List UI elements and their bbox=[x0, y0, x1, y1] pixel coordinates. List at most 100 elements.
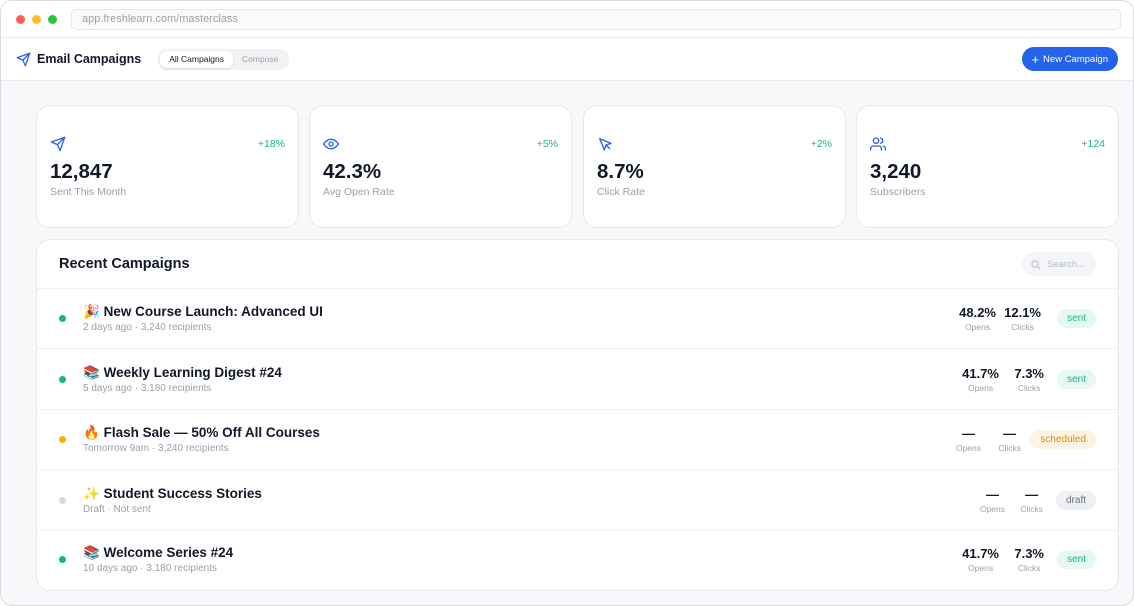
clicks-metric: 7.3% Clicks bbox=[1014, 546, 1044, 573]
campaign-emoji: ✨ bbox=[83, 486, 100, 501]
campaign-meta: Tomorrow 9am · 3,240 recipients bbox=[83, 443, 229, 454]
opens-value: 41.7% bbox=[962, 546, 999, 561]
campaign-row[interactable]: 🔥 Flash Sale — 50% Off All Courses Tomor… bbox=[37, 410, 1118, 470]
status-dot bbox=[59, 556, 66, 563]
stat-label: Click Rate bbox=[597, 186, 645, 198]
campaign-title-text: Welcome Series #24 bbox=[103, 545, 234, 560]
campaign-meta: 5 days ago · 3,180 recipients bbox=[83, 383, 212, 394]
clicks-value: — bbox=[1025, 487, 1039, 502]
campaign-emoji: 📚 bbox=[83, 545, 100, 560]
campaign-emoji: 🔥 bbox=[83, 425, 100, 440]
campaign-meta: 10 days ago · 3,180 recipients bbox=[83, 563, 217, 574]
campaign-row[interactable]: ✨ Student Success Stories Draft · Not se… bbox=[37, 471, 1118, 531]
status-badge: scheduled bbox=[1030, 430, 1096, 449]
status-badge: draft bbox=[1055, 491, 1096, 510]
minimize-window-button[interactable] bbox=[32, 14, 41, 24]
stat-card-subscribers: +124 3,240 Subscribers bbox=[856, 105, 1119, 228]
campaign-title: 🔥 Flash Sale — 50% Off All Courses bbox=[83, 425, 320, 441]
campaign-title-text: Weekly Learning Digest #24 bbox=[103, 365, 282, 380]
stat-label: Avg Open Rate bbox=[323, 186, 395, 198]
search-icon bbox=[1031, 259, 1041, 269]
campaign-meta: 2 days ago · 3,240 recipients bbox=[83, 322, 212, 333]
stat-card-click-rate: +2% 8.7% Click Rate bbox=[583, 105, 846, 228]
panel-title: Recent Campaigns bbox=[59, 256, 190, 272]
opens-label: Opens bbox=[965, 322, 991, 332]
campaign-title-text: Student Success Stories bbox=[103, 486, 262, 501]
stat-delta: +5% bbox=[536, 138, 558, 150]
campaign-title: 📚 Weekly Learning Digest #24 bbox=[83, 365, 282, 381]
clicks-label: Clicks bbox=[998, 443, 1021, 453]
new-campaign-button[interactable]: + New Campaign bbox=[1022, 47, 1118, 71]
page-title: Email Campaigns bbox=[37, 52, 142, 66]
recent-campaigns-panel: Recent Campaigns 🎉 New Course Launch: Ad… bbox=[36, 239, 1119, 591]
stat-delta: +18% bbox=[257, 138, 285, 150]
clicks-metric: 12.1% Clicks bbox=[1004, 305, 1041, 332]
panel-header: Recent Campaigns bbox=[37, 240, 1118, 289]
stat-card-open-rate: +5% 42.3% Avg Open Rate bbox=[309, 105, 572, 228]
status-dot bbox=[59, 497, 66, 504]
clicks-metric: — Clicks bbox=[1020, 487, 1043, 514]
plus-icon: + bbox=[1031, 51, 1040, 67]
opens-label: Opens bbox=[955, 443, 981, 453]
clicks-value: 12.1% bbox=[1004, 305, 1041, 320]
view-tabs: All Campaigns Compose bbox=[158, 48, 290, 70]
close-window-button[interactable] bbox=[16, 14, 25, 24]
campaign-title: 📚 Welcome Series #24 bbox=[83, 545, 233, 561]
new-campaign-label: New Campaign bbox=[1043, 53, 1108, 65]
campaign-row[interactable]: 📚 Weekly Learning Digest #24 5 days ago … bbox=[37, 350, 1118, 410]
status-badge: sent bbox=[1057, 309, 1096, 328]
clicks-label: Clicks bbox=[1017, 563, 1041, 573]
stat-label: Subscribers bbox=[870, 186, 926, 198]
users-icon bbox=[870, 137, 886, 151]
clicks-label: Clicks bbox=[1020, 504, 1043, 514]
status-dot bbox=[59, 436, 66, 443]
stat-value: 3,240 bbox=[870, 160, 922, 183]
opens-label: Opens bbox=[968, 563, 994, 573]
clicks-value: — bbox=[1003, 426, 1017, 441]
campaign-emoji: 🎉 bbox=[83, 304, 100, 319]
clicks-value: 7.3% bbox=[1014, 366, 1044, 381]
tab-compose[interactable]: Compose bbox=[242, 53, 279, 64]
app-brand: Email Campaigns bbox=[16, 52, 141, 67]
opens-metric: 48.2% Opens bbox=[959, 305, 996, 332]
eye-icon bbox=[323, 138, 339, 150]
opens-metric: — Opens bbox=[956, 426, 981, 453]
send-icon bbox=[50, 136, 66, 152]
stats-row: +18% 12,847 Sent This Month +5% 42.3% Av… bbox=[36, 105, 1119, 228]
maximize-window-button[interactable] bbox=[48, 14, 57, 24]
stat-card-sent: +18% 12,847 Sent This Month bbox=[36, 105, 299, 228]
opens-value: — bbox=[985, 487, 999, 502]
opens-label: Opens bbox=[979, 504, 1005, 514]
search-box[interactable] bbox=[1022, 252, 1096, 276]
app-header: Email Campaigns All Campaigns Compose + … bbox=[1, 38, 1133, 81]
opens-value: — bbox=[961, 426, 975, 441]
clicks-label: Clicks bbox=[1011, 322, 1034, 332]
campaign-row[interactable]: 📚 Welcome Series #24 10 days ago · 3,180… bbox=[37, 530, 1118, 590]
campaign-title: ✨ Student Success Stories bbox=[83, 486, 262, 502]
stat-label: Sent This Month bbox=[50, 186, 127, 198]
campaign-row[interactable]: 🎉 New Course Launch: Advanced UI 2 days … bbox=[37, 289, 1118, 349]
send-icon bbox=[16, 52, 31, 66]
status-badge: sent bbox=[1057, 370, 1096, 389]
address-bar[interactable]: app.freshlearn.com/masterclass bbox=[71, 9, 1121, 30]
opens-metric: — Opens bbox=[980, 487, 1005, 514]
opens-value: 48.2% bbox=[959, 305, 996, 320]
stat-value: 12,847 bbox=[50, 160, 113, 183]
search-input[interactable] bbox=[1047, 258, 1091, 270]
opens-metric: 41.7% Opens bbox=[962, 366, 999, 393]
clicks-metric: — Clicks bbox=[998, 426, 1021, 453]
stat-value: 8.7% bbox=[597, 160, 644, 183]
campaign-title-text: Flash Sale — 50% Off All Courses bbox=[103, 425, 320, 440]
campaign-meta: Draft · Not sent bbox=[83, 504, 151, 515]
browser-titlebar: app.freshlearn.com/masterclass bbox=[1, 1, 1133, 38]
opens-value: 41.7% bbox=[962, 366, 999, 381]
clicks-label: Clicks bbox=[1017, 383, 1041, 393]
campaign-emoji: 📚 bbox=[83, 365, 100, 380]
tab-all-campaigns[interactable]: All Campaigns bbox=[160, 50, 234, 68]
opens-metric: 41.7% Opens bbox=[962, 546, 999, 573]
cursor-click-icon bbox=[599, 138, 612, 151]
stat-delta: +124 bbox=[1081, 138, 1105, 150]
status-dot bbox=[59, 376, 66, 383]
clicks-value: 7.3% bbox=[1014, 546, 1044, 561]
